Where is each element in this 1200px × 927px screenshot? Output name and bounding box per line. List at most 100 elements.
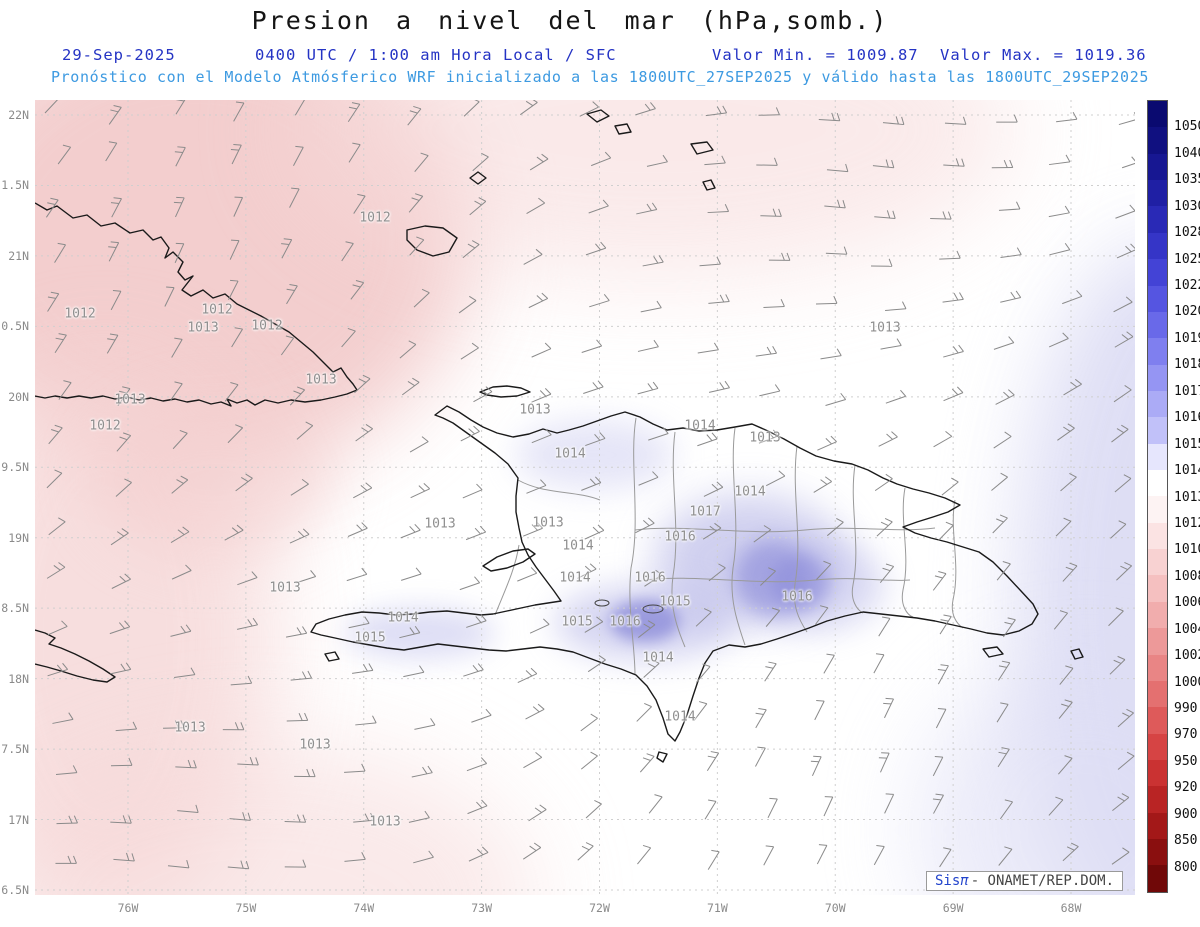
wind-barb-icon: [637, 381, 659, 395]
wind-barb-icon: [1114, 474, 1132, 493]
island-turks-2: [702, 179, 716, 191]
wind-barb-icon: [884, 793, 895, 814]
lat-tick-label: 7.5N: [1, 742, 29, 757]
wind-barb-icon: [1048, 205, 1070, 218]
wind-barb-icon: [1053, 610, 1068, 630]
lat-tick-label: 19N: [8, 530, 29, 545]
colorbar-cell: [1148, 338, 1167, 365]
wind-barb-icon: [52, 712, 74, 724]
wind-barb-icon: [401, 377, 420, 396]
wind-barb-icon: [400, 523, 421, 539]
wind-barb-icon: [755, 346, 778, 357]
wind-barb-icon: [222, 722, 245, 731]
colorbar-cell: [1148, 259, 1167, 286]
wind-barb-icon: [998, 660, 1011, 681]
wind-barb-icon: [110, 757, 133, 767]
province-line: [494, 544, 520, 616]
wind-barb-icon: [522, 842, 542, 860]
wind-barb-icon: [937, 664, 949, 685]
wind-barb-icon: [585, 799, 602, 819]
wind-barb-icon: [824, 199, 846, 209]
lat-tick-label: 6.5N: [1, 882, 29, 897]
colorbar-tick-label: 1018: [1174, 357, 1200, 373]
wind-barb-icon: [296, 421, 314, 440]
lon-tick-label: 73W: [471, 901, 493, 915]
credit-box: Sisπ - ONAMET/REP.DOM.: [925, 871, 1123, 891]
wind-barb-icon: [699, 256, 721, 267]
wind-barb-icon: [106, 333, 119, 354]
colorbar-cell: [1148, 127, 1167, 154]
wind-barb-icon: [1002, 617, 1016, 638]
wind-barb-icon: [764, 661, 777, 682]
wind-barb-icon: [763, 845, 775, 866]
value-max-label: Valor Max. = 1019.36: [940, 46, 1147, 64]
lat-lon-gridlines: [35, 100, 1135, 895]
colorbar-tick-label: 1006: [1174, 595, 1200, 611]
wind-barb-icon: [55, 855, 77, 864]
colorbar-tick-label: 970: [1174, 727, 1198, 743]
wind-barb-icon: [577, 563, 597, 579]
wind-barb-icon: [581, 339, 603, 353]
wind-barb-icon: [170, 624, 192, 637]
contour-label: 1013: [424, 516, 456, 532]
colorbar-tick-label: 1020: [1174, 304, 1200, 320]
wind-barb-icon: [290, 479, 309, 496]
wind-barb-icon: [1049, 242, 1071, 256]
wind-barb-icon: [705, 105, 728, 117]
wind-barb-icon: [289, 528, 310, 544]
wind-barb-icon: [294, 100, 305, 116]
wind-barb-icon: [873, 845, 885, 866]
wind-barb-icon: [707, 849, 720, 870]
wind-barb-icon: [759, 384, 781, 397]
wind-barb-icon: [997, 747, 1010, 768]
wind-barb-icon: [171, 475, 189, 494]
wind-barb-icon: [1111, 424, 1129, 443]
province-boundaries: [494, 417, 964, 676]
contour-label: 1013: [174, 720, 206, 736]
contour-label: 1016: [664, 529, 696, 545]
island-little-inagua: [469, 171, 487, 185]
wind-barb-icon: [823, 653, 835, 674]
province-line: [901, 487, 914, 618]
lon-tick-label: 76W: [117, 901, 139, 915]
coastline-cuba: [35, 202, 358, 407]
wind-barb-icon: [820, 348, 842, 360]
wind-barb-icon: [289, 187, 300, 208]
wind-barb-icon: [704, 799, 717, 820]
wind-barb-icon: [1118, 112, 1135, 126]
wind-barb-icon: [702, 522, 722, 540]
colorbar-tick-label: 850: [1174, 833, 1198, 849]
colorbar-cell: [1148, 232, 1167, 260]
colorbar-cell: [1148, 680, 1167, 708]
wind-barb-icon: [1058, 699, 1073, 719]
wind-barb-icon: [46, 469, 63, 489]
colorbar-tick-label: 900: [1174, 806, 1198, 822]
wind-barb-icon: [170, 526, 190, 544]
wind-barb-icon: [579, 101, 599, 117]
wind-barb-icon: [816, 560, 832, 580]
wind-barb-icon: [48, 517, 66, 536]
wind-barb-icon: [348, 616, 370, 629]
colorbar-tick-label: 1012: [1174, 515, 1200, 531]
wind-barb-icon: [173, 196, 185, 218]
lat-tick-label: 1.5N: [1, 178, 29, 193]
wind-barb-icon: [286, 712, 309, 722]
pi-symbol-icon: π: [960, 873, 969, 889]
colorbar-tick-label: 1028: [1174, 225, 1200, 241]
lat-tick-label: 8.5N: [1, 601, 29, 616]
contour-label: 1015: [561, 614, 593, 630]
province-line: [671, 431, 686, 648]
colorbar-cell: [1148, 311, 1167, 339]
colorbar-cell: [1148, 470, 1167, 497]
wind-barb-icon: [44, 100, 58, 114]
wind-barb-icon: [1117, 751, 1135, 770]
contour-label: 1016: [781, 589, 813, 605]
lat-tick-label: 20N: [8, 389, 29, 404]
wind-barb-icon: [932, 793, 944, 814]
wind-barb-icon: [693, 701, 708, 721]
wind-barb-icon: [413, 850, 434, 864]
wind-barb-icon: [1113, 296, 1133, 313]
wind-barb-icon: [878, 431, 898, 447]
wind-barb-icon: [284, 859, 307, 868]
wind-barb-icon: [768, 252, 791, 261]
